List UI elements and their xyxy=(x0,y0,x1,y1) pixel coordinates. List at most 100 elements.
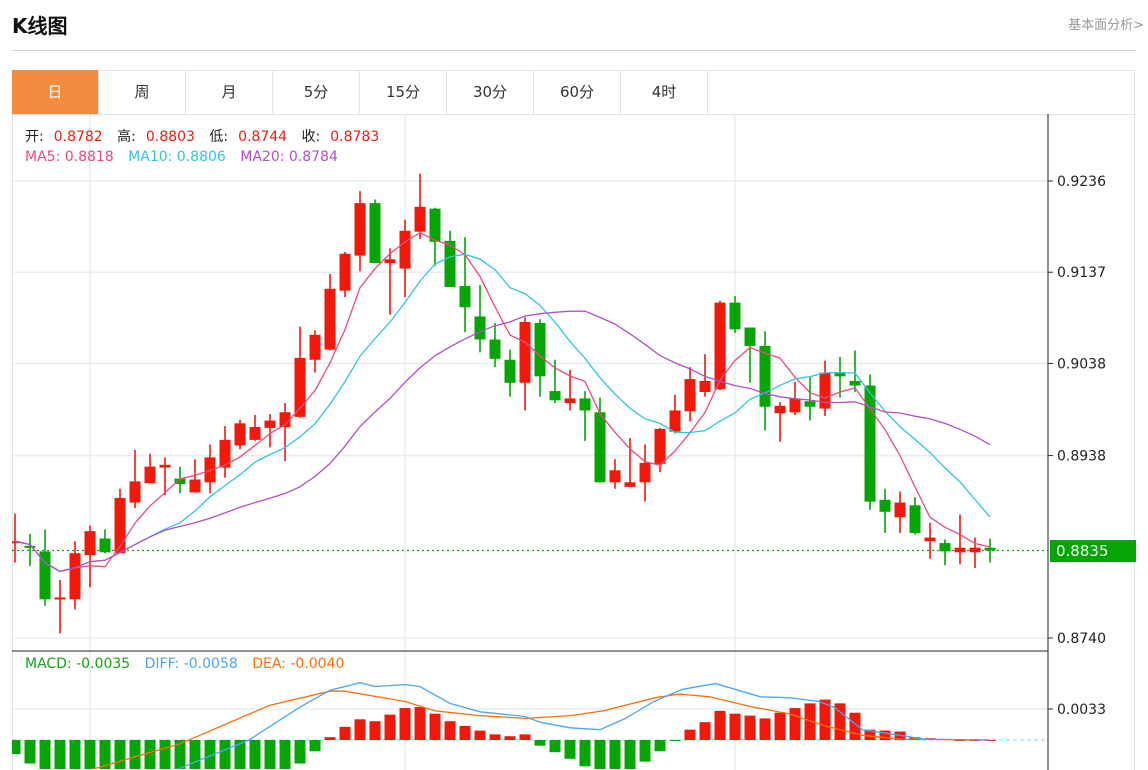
macd-bar xyxy=(654,740,666,752)
candle xyxy=(384,248,396,315)
macd-bar xyxy=(24,740,36,764)
macd-bar xyxy=(54,740,66,769)
candle-body xyxy=(804,401,816,407)
candle xyxy=(54,579,66,634)
tab-60min[interactable]: 60分 xyxy=(534,70,621,114)
y-tick-label: 0.9038 xyxy=(1057,356,1106,372)
macd-bar xyxy=(984,740,996,741)
candle xyxy=(399,219,411,298)
candle xyxy=(219,426,231,478)
candle xyxy=(669,394,681,434)
candle xyxy=(354,191,366,272)
candle xyxy=(909,497,921,535)
candle-body xyxy=(939,543,951,552)
candle-body xyxy=(654,428,666,464)
candle-body xyxy=(504,359,516,383)
ma20-line xyxy=(14,310,991,573)
candle-body xyxy=(69,553,81,600)
candle xyxy=(12,513,21,563)
close-label: 收: xyxy=(301,129,321,145)
macd-bar xyxy=(669,740,681,741)
tab-week[interactable]: 周 xyxy=(99,70,186,114)
candle-body xyxy=(879,499,891,512)
macd-bar xyxy=(99,740,111,769)
candle xyxy=(234,419,246,450)
macd-bar xyxy=(144,740,156,769)
tab-15min[interactable]: 15分 xyxy=(360,70,447,114)
candle xyxy=(69,541,81,610)
candle-body xyxy=(609,470,621,483)
candle xyxy=(714,300,726,391)
macd-bar xyxy=(909,737,921,740)
candle xyxy=(924,522,936,559)
candle xyxy=(279,403,291,462)
candle-body xyxy=(834,372,846,377)
candle-body xyxy=(39,551,51,600)
high-label: 高: xyxy=(117,129,136,145)
macd-bar xyxy=(339,726,351,740)
candle-body xyxy=(489,339,501,359)
tab-30min[interactable]: 30分 xyxy=(447,70,534,114)
ma20-value: MA20: 0.8784 xyxy=(240,149,338,165)
candle-body xyxy=(129,481,141,503)
macd-bar xyxy=(354,719,366,740)
y-tick-label: 0.9137 xyxy=(1057,265,1106,281)
candle xyxy=(744,327,756,383)
candle xyxy=(39,529,51,606)
candle xyxy=(609,459,621,489)
candle-body xyxy=(774,405,786,414)
macd-bar xyxy=(249,740,261,769)
macd-bar xyxy=(219,740,231,769)
candle-body xyxy=(174,478,186,485)
macd-bar xyxy=(534,740,546,746)
candle-body xyxy=(564,398,576,404)
candle-body xyxy=(474,316,486,340)
candle xyxy=(774,402,786,442)
candle-body xyxy=(369,203,381,264)
macd-bar xyxy=(429,713,441,740)
candle xyxy=(24,533,36,567)
tab-month[interactable]: 月 xyxy=(186,70,273,114)
macd-bar xyxy=(819,699,831,740)
close-value: 0.8783 xyxy=(330,129,380,145)
candle-body xyxy=(264,420,276,428)
candle xyxy=(474,285,486,353)
candle-body xyxy=(729,302,741,330)
candle-body xyxy=(414,206,426,232)
macd-bar xyxy=(594,740,606,769)
macd-bar xyxy=(114,740,126,769)
macd-bar xyxy=(729,713,741,740)
ma10-value: MA10: 0.8806 xyxy=(128,149,226,165)
macd-bar xyxy=(279,740,291,769)
candle xyxy=(849,350,861,392)
low-label: 低: xyxy=(209,129,229,145)
diff-line xyxy=(176,682,991,769)
candle xyxy=(624,438,636,487)
ma5-line xyxy=(14,231,991,573)
axes: 0.9236 0.9137 0.9038 0.8938 0.8740 0.0033 xyxy=(12,114,1106,770)
candle-body xyxy=(594,412,606,483)
tab-5min[interactable]: 5分 xyxy=(273,70,360,114)
candle xyxy=(504,349,516,397)
candle xyxy=(579,391,591,441)
macd-bar xyxy=(474,730,486,740)
macd-bar xyxy=(12,740,21,755)
candle-body xyxy=(459,286,471,308)
fundamental-analysis-link[interactable]: 基本面分析> xyxy=(1068,18,1144,33)
tab-day[interactable]: 日 xyxy=(12,70,99,114)
tab-4hour[interactable]: 4时 xyxy=(621,70,708,114)
candle-body xyxy=(279,412,291,428)
candle-body xyxy=(189,479,201,493)
candle-body xyxy=(249,427,261,440)
open-value: 0.8782 xyxy=(53,129,103,145)
macd-bar xyxy=(489,734,501,740)
macd-tick-label: 0.0033 xyxy=(1057,702,1106,718)
macd-bar xyxy=(174,740,186,769)
candle xyxy=(459,237,471,333)
macd-bar xyxy=(879,730,891,740)
candle xyxy=(264,414,276,448)
candle xyxy=(174,466,186,494)
macd-bar xyxy=(684,729,696,740)
candle xyxy=(159,457,171,496)
